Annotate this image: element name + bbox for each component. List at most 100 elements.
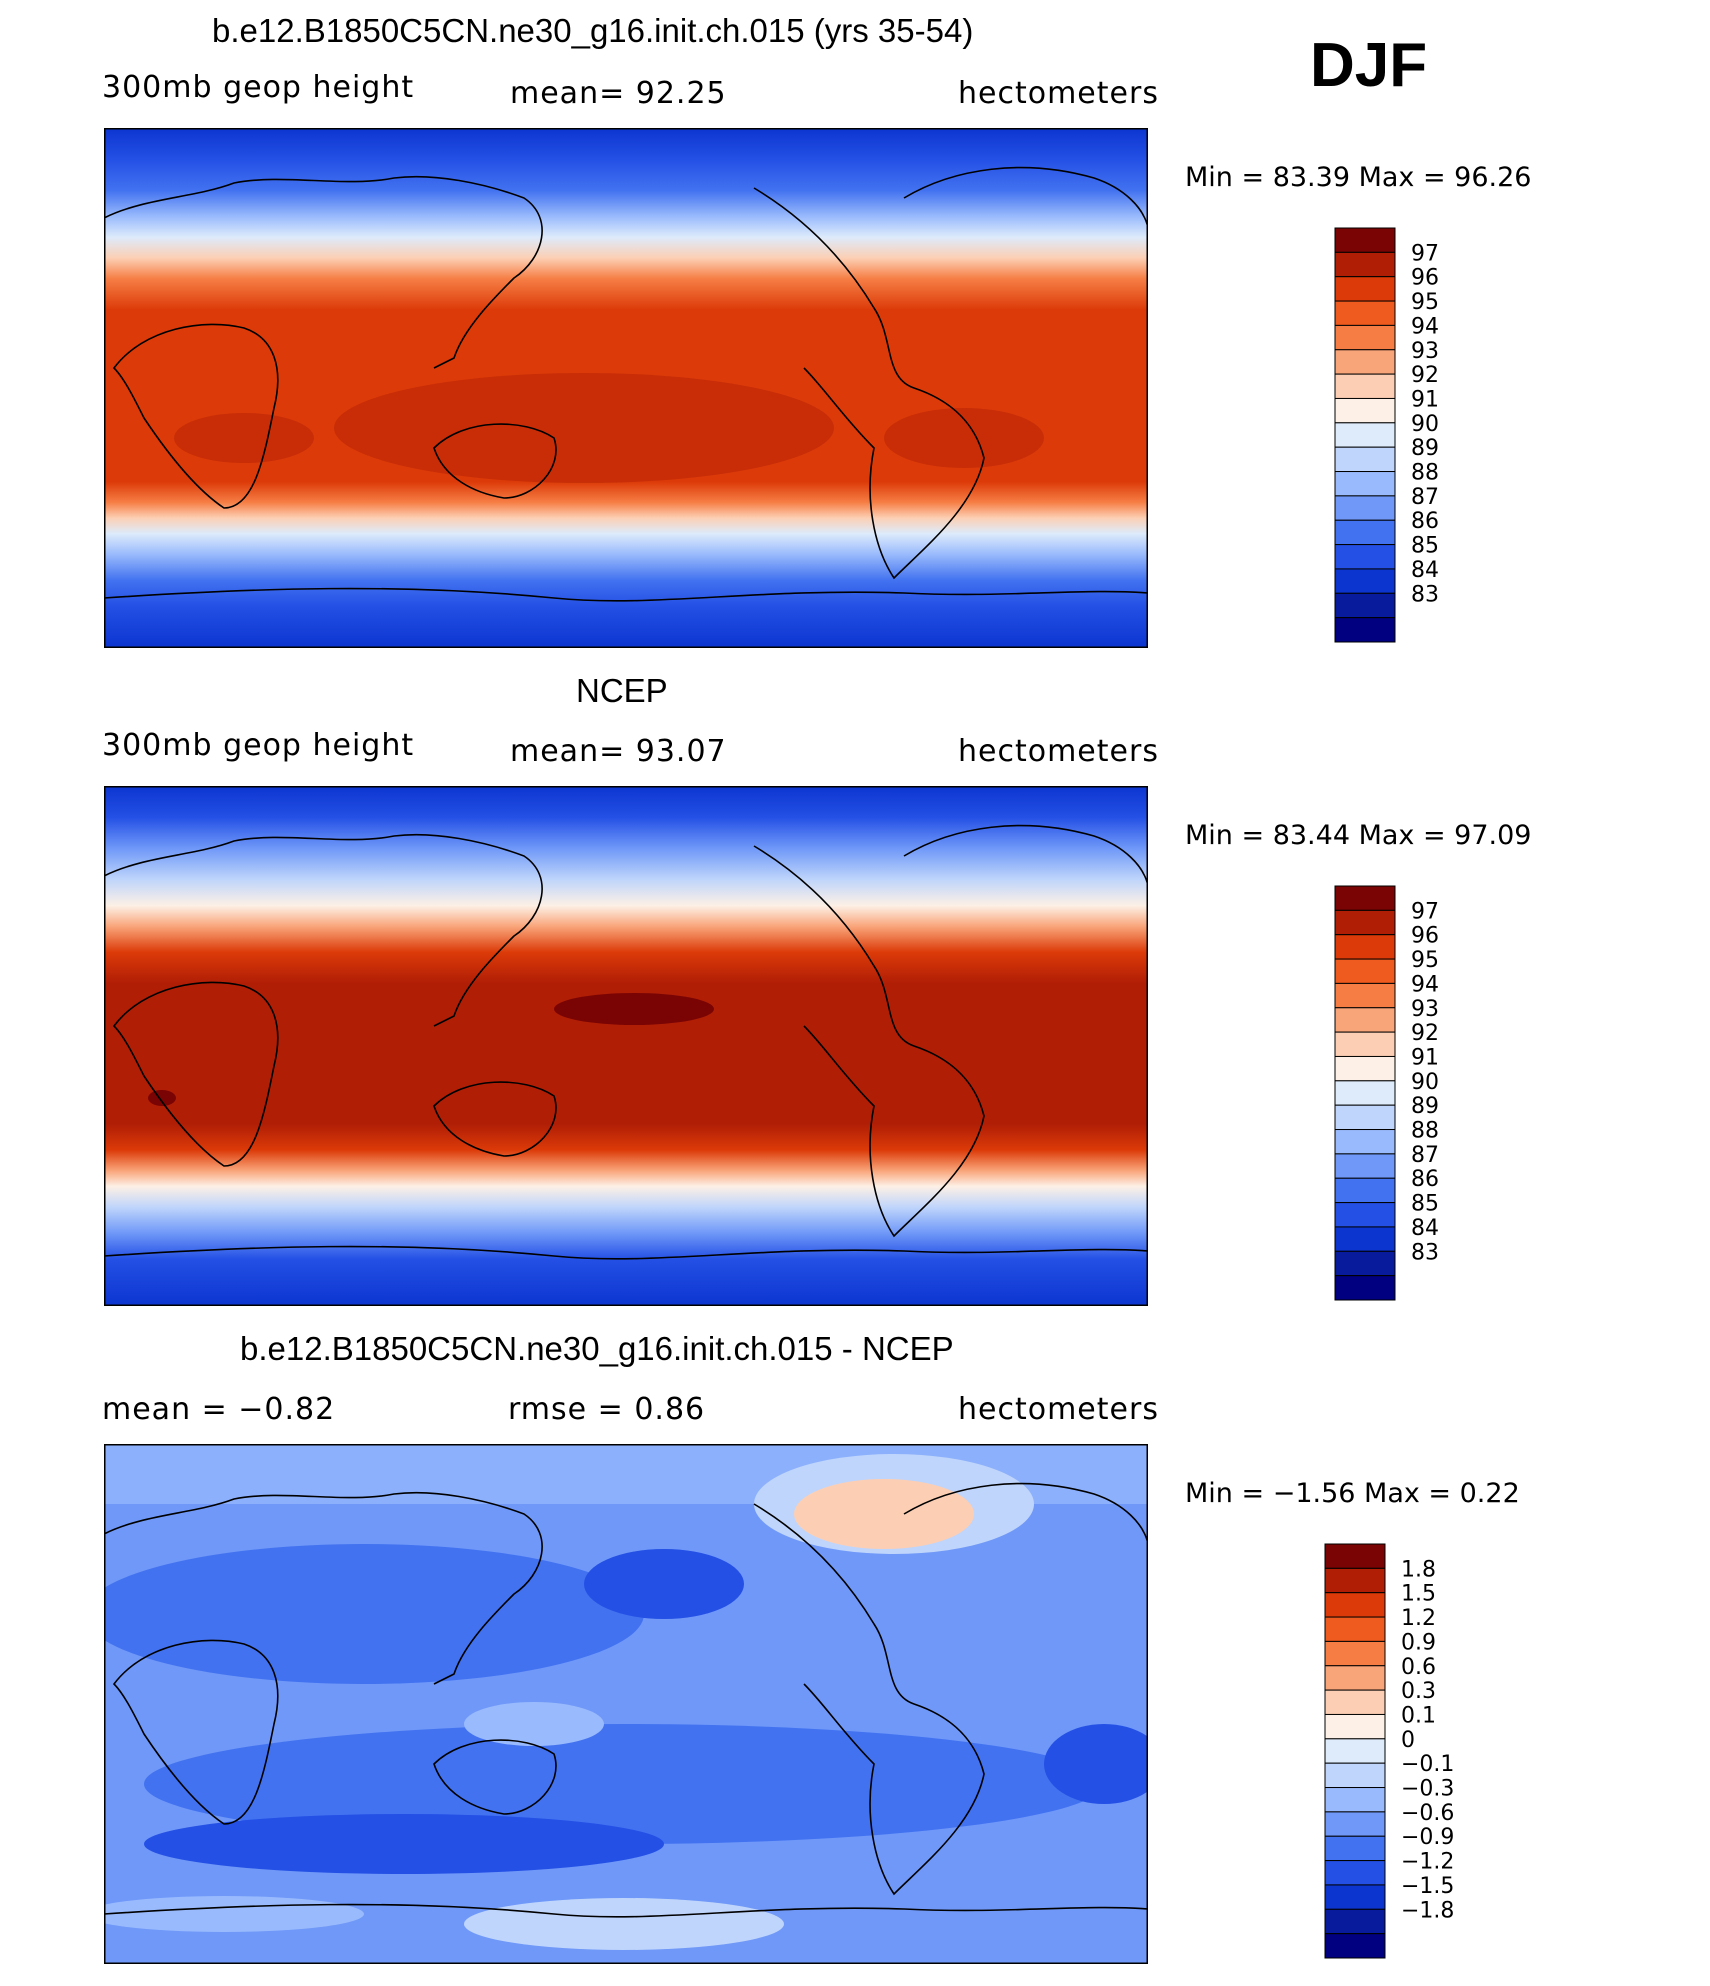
panel3-colorbar: 1.8 1.5 1.2 0.9 0.6 0.3 0.1 0 −0.1 −0.3 −0.6 −0.9 −1… bbox=[1324, 1543, 1465, 1959]
panel3-map bbox=[104, 1444, 1148, 1964]
colorbar-swatch bbox=[1334, 885, 1396, 911]
colorbar-tick-label: 93 bbox=[1411, 339, 1439, 364]
colorbar-tick-label: 0.6 bbox=[1401, 1655, 1436, 1680]
colorbar-swatch bbox=[1324, 1811, 1386, 1837]
colorbar-swatch bbox=[1324, 1860, 1386, 1886]
colorbar-tick-label: 87 bbox=[1411, 485, 1439, 510]
colorbar-tick-label: −1.5 bbox=[1401, 1874, 1454, 1899]
colorbar-swatch bbox=[1324, 1762, 1386, 1789]
season-label: DJF bbox=[1310, 31, 1428, 100]
colorbar-swatch bbox=[1334, 568, 1396, 594]
colorbar-tick-label: 96 bbox=[1411, 266, 1439, 291]
colorbar-tick-label: 94 bbox=[1411, 972, 1439, 997]
coastlines bbox=[104, 1482, 1148, 1918]
colorbar-swatch bbox=[1334, 495, 1396, 521]
colorbar-tick-label: 0.1 bbox=[1401, 1703, 1436, 1728]
panel1-colorbar: 97 96 95 94 93 92 91 90 89 88 87 86 85 84 83 bbox=[1334, 227, 1455, 643]
colorbar-tick-label: 1.8 bbox=[1401, 1557, 1436, 1582]
colorbar-tick-label: −0.9 bbox=[1401, 1825, 1454, 1850]
colorbar-swatch bbox=[1334, 1031, 1396, 1057]
panel2-title: NCEP bbox=[576, 672, 668, 709]
panel2-mean: mean= 93.07 bbox=[510, 734, 727, 769]
colorbar-swatch bbox=[1334, 1177, 1396, 1204]
panel3-minmax: Min = −1.56 Max = 0.22 bbox=[1185, 1478, 1520, 1509]
colorbar-tick-label: 1.2 bbox=[1401, 1606, 1436, 1631]
colorbar-tick-label: 0.9 bbox=[1401, 1630, 1436, 1655]
colorbar-tick-label: 91 bbox=[1411, 387, 1439, 412]
colorbar-tick-label: 95 bbox=[1411, 290, 1439, 315]
panel2-units: hectometers bbox=[958, 734, 1159, 769]
panel2-map bbox=[104, 786, 1148, 1306]
colorbar-swatch bbox=[1334, 617, 1396, 643]
colorbar-swatch bbox=[1324, 1738, 1386, 1764]
colorbar-tick-label: 0 bbox=[1401, 1728, 1415, 1753]
panel1-title: b.e12.B1850C5CN.ne30_g16.init.ch.015 (yr… bbox=[212, 12, 974, 49]
colorbar-swatch bbox=[1334, 1202, 1396, 1228]
colorbar-tick-label: 0.3 bbox=[1401, 1679, 1436, 1704]
colorbar-swatch bbox=[1324, 1933, 1386, 1959]
colorbar-swatch bbox=[1334, 1153, 1396, 1179]
colorbar-swatch bbox=[1334, 592, 1396, 619]
colorbar-swatch bbox=[1334, 909, 1396, 936]
colorbar-swatch bbox=[1334, 422, 1396, 448]
colorbar-tick-label: 88 bbox=[1411, 461, 1439, 486]
colorbar-swatch bbox=[1324, 1543, 1386, 1569]
colorbar-swatch bbox=[1334, 1226, 1396, 1252]
colorbar-tick-label: 97 bbox=[1411, 899, 1439, 924]
colorbar-swatch bbox=[1334, 446, 1396, 473]
panel3-mean: mean = −0.82 bbox=[102, 1392, 336, 1427]
colorbar-swatch bbox=[1334, 397, 1396, 424]
panel3-units: hectometers bbox=[958, 1392, 1159, 1427]
panel2-variable-label: 300mb geop height bbox=[102, 728, 415, 763]
colorbar-swatch bbox=[1334, 1080, 1396, 1106]
colorbar-tick-label: −1.8 bbox=[1401, 1898, 1454, 1923]
colorbar-swatch bbox=[1334, 324, 1396, 351]
panel1-units: hectometers bbox=[958, 76, 1159, 111]
colorbar-swatch bbox=[1334, 1250, 1396, 1277]
colorbar-tick-label: 86 bbox=[1411, 1167, 1439, 1192]
colorbar-tick-label: 90 bbox=[1411, 1070, 1439, 1095]
colorbar-swatch bbox=[1334, 276, 1396, 302]
colorbar-tick-label: 88 bbox=[1411, 1119, 1439, 1144]
colorbar-tick-label: −0.1 bbox=[1401, 1752, 1454, 1777]
colorbar-tick-label: 97 bbox=[1411, 241, 1439, 266]
colorbar-swatch bbox=[1334, 227, 1396, 253]
colorbar-tick-label: 85 bbox=[1411, 1192, 1439, 1217]
colorbar-swatch bbox=[1334, 934, 1396, 960]
colorbar-tick-label: 83 bbox=[1411, 582, 1439, 607]
colorbar-swatch bbox=[1324, 1616, 1386, 1642]
colorbar-swatch bbox=[1334, 1055, 1396, 1082]
colorbar-swatch bbox=[1324, 1640, 1386, 1667]
colorbar-swatch bbox=[1324, 1592, 1386, 1618]
colorbar-tick-label: 95 bbox=[1411, 948, 1439, 973]
colorbar-tick-label: 93 bbox=[1411, 997, 1439, 1022]
panel1-minmax: Min = 83.39 Max = 96.26 bbox=[1185, 162, 1532, 193]
colorbar-tick-label: 89 bbox=[1411, 436, 1439, 461]
colorbar-tick-label: 92 bbox=[1411, 363, 1439, 388]
coastlines bbox=[104, 824, 1148, 1260]
colorbar-swatch bbox=[1324, 1835, 1386, 1862]
colorbar-swatch bbox=[1334, 1129, 1396, 1155]
colorbar-tick-label: 1.5 bbox=[1401, 1582, 1436, 1607]
panel1-variable-label: 300mb geop height bbox=[102, 70, 415, 105]
colorbar-swatch bbox=[1334, 349, 1396, 375]
colorbar-swatch bbox=[1324, 1908, 1386, 1935]
colorbar-swatch bbox=[1334, 471, 1396, 497]
colorbar-swatch bbox=[1324, 1665, 1386, 1691]
colorbar-tick-label: 83 bbox=[1411, 1240, 1439, 1265]
panel3-title: b.e12.B1850C5CN.ne30_g16.init.ch.015 - N… bbox=[240, 1330, 954, 1367]
colorbar-swatch bbox=[1334, 251, 1396, 278]
colorbar-swatch bbox=[1334, 982, 1396, 1009]
panel1-map bbox=[104, 128, 1148, 648]
colorbar-tick-label: 92 bbox=[1411, 1021, 1439, 1046]
colorbar-swatch bbox=[1324, 1713, 1386, 1740]
colorbar-tick-label: 90 bbox=[1411, 412, 1439, 437]
panel2-minmax: Min = 83.44 Max = 97.09 bbox=[1185, 820, 1532, 851]
colorbar-tick-label: −0.3 bbox=[1401, 1777, 1454, 1802]
colorbar-tick-label: 84 bbox=[1411, 1216, 1439, 1241]
colorbar-swatch bbox=[1334, 519, 1396, 546]
colorbar-swatch bbox=[1334, 544, 1396, 570]
panel3-rmse: rmse = 0.86 bbox=[508, 1392, 706, 1427]
colorbar-swatch bbox=[1324, 1884, 1386, 1910]
colorbar-tick-label: 87 bbox=[1411, 1143, 1439, 1168]
